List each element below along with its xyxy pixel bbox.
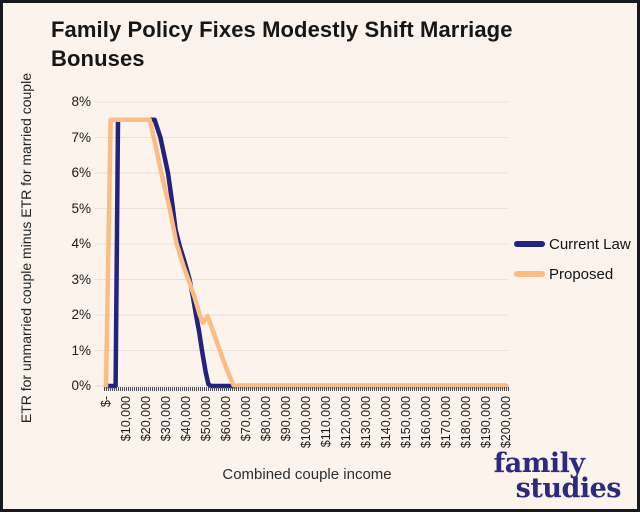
- x-tick-label-text: $100,000: [299, 396, 313, 449]
- x-tick-label-text: $50,000: [199, 396, 213, 442]
- y-tick-label: 5%: [71, 200, 91, 216]
- legend-item: Proposed: [514, 264, 631, 284]
- legend-swatch: [514, 241, 545, 247]
- x-tick-label-text: $150,000: [399, 396, 413, 449]
- legend-swatch: [514, 271, 545, 277]
- x-tick-label-text: $190,000: [479, 396, 493, 449]
- logo-line-1: family: [493, 448, 585, 479]
- legend-item: Current Law: [514, 234, 631, 254]
- chart-title: Family Policy Fixes Modestly Shift Marri…: [51, 17, 513, 71]
- x-axis-title: Combined couple income: [222, 466, 392, 483]
- legend-label: Proposed: [549, 265, 614, 283]
- legend-label: Current Law: [549, 235, 631, 253]
- x-tick-label-text: $140,000: [379, 396, 393, 449]
- x-tick-label-text: $70,000: [239, 396, 253, 442]
- x-tick-label-text: $170,000: [439, 396, 453, 449]
- x-tick-label-text: $30,000: [159, 396, 173, 442]
- x-tick-label-text: $160,000: [419, 396, 433, 449]
- x-tick-label-text: $120,000: [339, 396, 353, 449]
- series-line-proposed: [103, 117, 509, 389]
- plot-area: [95, 101, 509, 389]
- y-tick-label: 6%: [71, 165, 91, 180]
- logo-line-2: studies: [515, 473, 622, 504]
- y-tick-label: 3%: [71, 271, 91, 287]
- x-tick-label-text: $180,000: [459, 396, 473, 449]
- x-tick-label-text: $80,000: [259, 396, 273, 442]
- y-tick-label: 7%: [71, 129, 91, 145]
- x-tick-label-text: $130,000: [359, 396, 373, 449]
- y-tick-label: 0%: [71, 378, 91, 393]
- x-axis-minor-ticks: [104, 387, 510, 391]
- y-tick-label: 1%: [71, 342, 91, 358]
- x-tick-label-text: $20,000: [139, 396, 153, 442]
- family-studies-logo: family studies: [493, 448, 622, 504]
- x-tick-label-text: $60,000: [219, 396, 233, 442]
- x-tick-label-text: $40,000: [179, 396, 193, 442]
- x-tick-label-text: $-: [99, 396, 113, 408]
- x-tick-label-text: $10,000: [119, 396, 133, 442]
- y-tick-label: 2%: [71, 307, 91, 322]
- x-tick-label-text: $200,000: [499, 396, 513, 449]
- x-tick-label-text: $110,000: [319, 396, 333, 448]
- y-axis-title-text: ETR for unmarried couple minus ETR for m…: [18, 73, 34, 424]
- series-line-current-law: [103, 117, 509, 389]
- legend: Current Law Proposed: [514, 234, 631, 294]
- y-tick-label: 4%: [71, 236, 91, 251]
- y-tick-label: 8%: [71, 94, 91, 109]
- x-tick-label-text: $90,000: [279, 396, 293, 442]
